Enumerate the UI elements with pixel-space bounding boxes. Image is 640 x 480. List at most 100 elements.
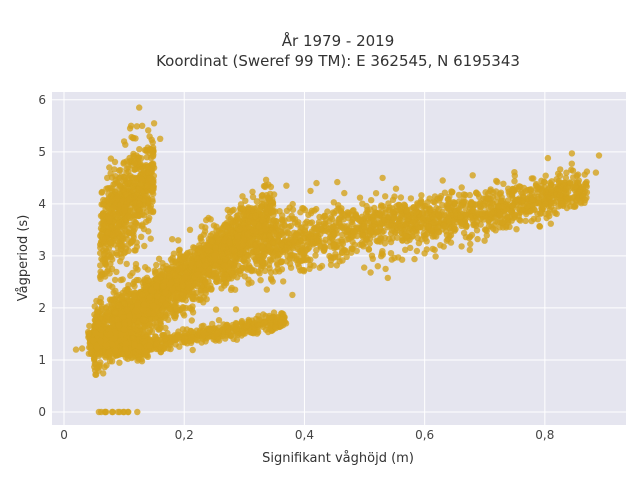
data-point [444, 196, 451, 203]
data-point [189, 294, 196, 302]
data-point [326, 252, 333, 260]
data-point [402, 233, 410, 240]
data-point [112, 287, 119, 295]
data-point [249, 188, 256, 195]
data-point [538, 188, 546, 195]
data-point [312, 225, 319, 233]
data-point [255, 238, 263, 245]
data-point [188, 260, 195, 267]
data-point [146, 321, 153, 328]
data-point [186, 226, 194, 233]
data-point [259, 217, 267, 224]
data-point [294, 246, 301, 253]
data-point [245, 204, 252, 211]
data-point [469, 200, 476, 207]
data-points [72, 104, 603, 416]
data-point [97, 337, 104, 345]
data-point [262, 176, 270, 183]
data-point [303, 246, 310, 254]
data-point [257, 277, 264, 284]
data-point [181, 329, 189, 336]
data-point [234, 239, 241, 246]
data-point [157, 321, 164, 328]
data-point [112, 309, 119, 316]
data-point [291, 237, 298, 244]
data-point [85, 328, 92, 336]
data-point [502, 224, 510, 231]
data-point [513, 226, 520, 233]
data-point [248, 279, 255, 286]
data-point [435, 211, 442, 218]
data-point [489, 200, 496, 207]
data-point [226, 209, 234, 216]
data-point [534, 183, 541, 191]
data-point [106, 282, 113, 289]
data-point [153, 261, 160, 269]
data-point [321, 244, 328, 251]
data-point [344, 214, 352, 222]
data-point [261, 183, 269, 191]
data-point [189, 288, 196, 295]
data-point [432, 253, 439, 260]
data-point [327, 214, 334, 221]
data-point [97, 326, 105, 334]
data-point [193, 255, 201, 262]
data-point [411, 255, 418, 263]
data-point [212, 244, 219, 251]
data-point [407, 244, 414, 252]
data-point [85, 350, 93, 357]
data-point [349, 207, 356, 215]
data-point [258, 200, 265, 208]
data-point [223, 280, 230, 287]
data-point [365, 245, 372, 253]
data-point [146, 294, 153, 301]
data-point [203, 241, 210, 249]
data-point [389, 205, 396, 212]
data-point [445, 215, 452, 223]
data-point [299, 205, 306, 212]
data-point [445, 205, 452, 212]
data-point [313, 247, 320, 254]
data-point [269, 239, 276, 246]
data-point [181, 274, 188, 282]
data-point [460, 191, 468, 198]
data-point [279, 217, 286, 224]
data-point [176, 250, 183, 258]
data-point [121, 300, 128, 307]
data-point [198, 339, 205, 346]
data-point [215, 236, 222, 244]
data-point [226, 238, 233, 246]
data-point [278, 266, 286, 273]
data-point [270, 229, 278, 237]
data-point [234, 331, 241, 338]
data-point [162, 324, 169, 332]
data-point [583, 189, 591, 196]
data-point [298, 238, 305, 245]
data-point [161, 314, 169, 322]
data-point [131, 341, 138, 349]
data-point [466, 246, 473, 254]
data-point [92, 371, 100, 378]
data-point [213, 276, 221, 283]
data-point [126, 313, 133, 320]
data-point [227, 260, 234, 267]
data-point [568, 160, 575, 167]
data-point [374, 263, 381, 270]
data-point [282, 247, 289, 254]
data-point [381, 240, 389, 247]
data-point [120, 326, 128, 333]
data-point [458, 184, 465, 191]
data-point [201, 262, 209, 269]
data-point [552, 186, 559, 193]
data-point [221, 263, 228, 270]
data-point [356, 194, 364, 201]
data-point [153, 340, 160, 347]
data-point [120, 314, 127, 321]
data-point [259, 244, 266, 252]
data-point [96, 350, 103, 358]
data-point [115, 322, 122, 329]
data-point [301, 227, 309, 234]
data-point [202, 278, 209, 286]
data-point [292, 231, 300, 238]
data-point [365, 219, 372, 227]
